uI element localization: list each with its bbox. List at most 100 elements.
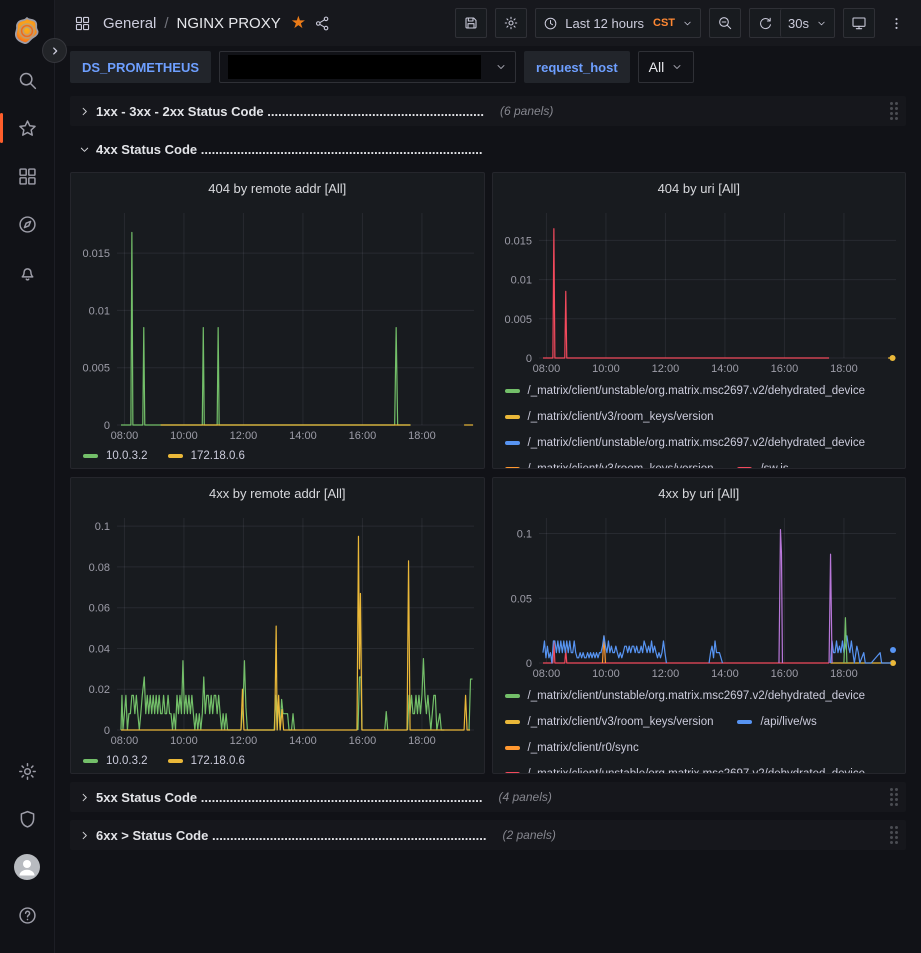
svg-text:08:00: 08:00 xyxy=(111,735,139,747)
chart-legend: 10.0.3.2 172.18.0.6 xyxy=(71,748,484,773)
legend-swatch-icon xyxy=(504,746,520,750)
dashboard-title[interactable]: NGINX PROXY xyxy=(176,14,281,32)
svg-text:16:00: 16:00 xyxy=(349,735,377,747)
legend-item[interactable]: /_matrix/client/unstable/org.matrix.msc2… xyxy=(504,385,866,397)
chart-legend: 10.0.3.2 172.18.0.6 xyxy=(71,443,484,468)
legend-row: /_matrix/client/unstable/org.matrix.msc2… xyxy=(504,430,894,456)
refresh-interval-value: 30s xyxy=(788,15,809,31)
timeseries-chart[interactable]: 0 0.05 0.1 08:00 10:00 12:00 14:00 16:00 18:00 xyxy=(493,508,906,681)
legend-item[interactable]: 172.18.0.6 xyxy=(167,450,245,462)
datasource-variable-label[interactable]: DS_PROMETHEUS xyxy=(70,51,212,83)
chart-legend: /_matrix/client/unstable/org.matrix.msc2… xyxy=(493,376,906,468)
alerting-bell-icon[interactable] xyxy=(7,252,47,292)
legend-row: /_matrix/client/v3/room_keys/version/api… xyxy=(504,709,894,735)
svg-text:0: 0 xyxy=(525,353,531,365)
panel-title[interactable]: 4xx by remote addr [All] xyxy=(208,485,346,501)
legend-label: 10.0.3.2 xyxy=(106,754,148,767)
chevron-down-icon xyxy=(76,144,92,155)
legend-swatch-icon xyxy=(167,758,183,763)
row-1xx-3xx-2xx[interactable]: 1xx - 3xx - 2xx Status Code ............… xyxy=(70,96,906,126)
panels-row-1: 404 by remote addr [All] 0 0.005 0.01 0.015… xyxy=(70,172,906,469)
panel-title[interactable]: 404 by uri [All] xyxy=(657,180,740,196)
legend-label: /api/live/ws xyxy=(760,716,817,728)
legend-item[interactable]: /_matrix/client/unstable/org.matrix.msc2… xyxy=(504,437,866,449)
dashboards-icon[interactable] xyxy=(7,156,47,196)
legend-swatch-icon xyxy=(737,467,753,468)
svg-text:18:00: 18:00 xyxy=(830,363,858,375)
datasource-variable-select[interactable] xyxy=(219,51,517,83)
sidebar-expand-button[interactable] xyxy=(42,38,67,63)
svg-text:16:00: 16:00 xyxy=(349,430,377,442)
svg-text:14:00: 14:00 xyxy=(711,668,739,680)
legend-label: /_matrix/client/r0/sync xyxy=(527,742,639,754)
svg-text:14:00: 14:00 xyxy=(289,735,317,747)
time-range-picker[interactable]: Last 12 hours CST xyxy=(535,8,702,38)
search-icon[interactable] xyxy=(7,60,47,100)
legend-swatch-icon xyxy=(504,694,520,698)
legend-label: /_matrix/client/unstable/org.matrix.msc2… xyxy=(527,385,866,397)
legend-item[interactable]: /_matrix/client/v3/room_keys/version xyxy=(504,463,713,468)
legend-item[interactable]: 10.0.3.2 xyxy=(83,755,148,767)
help-icon[interactable] xyxy=(7,895,47,935)
row-6xx[interactable]: 6xx > Status Code ......................… xyxy=(70,820,906,850)
legend-item[interactable]: /_matrix/client/r0/sync xyxy=(504,742,639,754)
refresh-interval-dropdown[interactable]: 30s xyxy=(780,9,834,37)
legend-label: /_matrix/client/unstable/org.matrix.msc2… xyxy=(527,437,866,449)
svg-text:0.01: 0.01 xyxy=(89,305,110,317)
save-dashboard-button[interactable] xyxy=(455,8,488,38)
legend-row: /_matrix/client/unstable/org.matrix.msc2… xyxy=(504,378,894,404)
grafana-logo[interactable] xyxy=(10,14,44,48)
apps-grid-icon[interactable] xyxy=(69,8,95,38)
legend-item[interactable]: /_matrix/client/unstable/org.matrix.msc2… xyxy=(504,768,865,773)
legend-item[interactable]: /_matrix/client/unstable/org.matrix.msc2… xyxy=(504,690,865,702)
legend-swatch-icon xyxy=(504,720,520,724)
legend-item[interactable]: 172.18.0.6 xyxy=(167,755,245,767)
zoom-out-button[interactable] xyxy=(709,8,742,38)
share-icon[interactable] xyxy=(314,15,331,32)
breadcrumb-folder[interactable]: General xyxy=(103,14,157,32)
legend-swatch-icon xyxy=(504,415,520,419)
row-panel-count: (2 panels) xyxy=(502,828,556,842)
dashboard-settings-button[interactable] xyxy=(495,8,528,38)
row-4xx[interactable]: 4xx Status Code ........................… xyxy=(70,134,906,164)
svg-text:0.08: 0.08 xyxy=(89,562,110,574)
panel-title[interactable]: 4xx by uri [All] xyxy=(658,485,740,501)
row-drag-handle[interactable] xyxy=(888,786,900,808)
legend-swatch-icon xyxy=(504,441,520,445)
navbar-actions: Last 12 hours CST 30s xyxy=(455,8,909,38)
legend-item[interactable]: /api/live/ws xyxy=(737,716,817,728)
legend-item[interactable]: /_matrix/client/v3/room_keys/version xyxy=(504,411,713,423)
legend-item[interactable]: /sw.js xyxy=(737,463,789,468)
svg-text:0: 0 xyxy=(104,420,110,432)
row-drag-handle[interactable] xyxy=(888,100,900,122)
variables-bar: DS_PROMETHEUS request_host All xyxy=(55,46,921,88)
row-title: 4xx Status Code ........................… xyxy=(96,141,483,157)
explore-compass-icon[interactable] xyxy=(7,204,47,244)
svg-text:0: 0 xyxy=(525,658,531,670)
timeseries-chart[interactable]: 0 0.02 0.04 0.06 0.08 0.1 08:00 10:00 12:00 14:00… xyxy=(71,508,484,748)
configuration-gear-icon[interactable] xyxy=(7,751,47,791)
panel-4xx-by-remote-addr: 4xx by remote addr [All] 0 0.02 0.04 0.06 0.… xyxy=(70,477,485,774)
row-drag-handle[interactable] xyxy=(888,824,900,846)
request-host-variable-select[interactable]: All xyxy=(637,51,695,83)
server-admin-shield-icon[interactable] xyxy=(7,799,47,839)
user-avatar[interactable] xyxy=(7,847,47,887)
svg-text:16:00: 16:00 xyxy=(770,668,798,680)
tv-cycle-view-button[interactable] xyxy=(843,8,875,38)
legend-item[interactable]: 10.0.3.2 xyxy=(83,450,148,462)
row-5xx[interactable]: 5xx Status Code ........................… xyxy=(70,782,906,812)
svg-text:0: 0 xyxy=(104,725,110,737)
svg-text:0.1: 0.1 xyxy=(516,529,531,541)
panel-title[interactable]: 404 by remote addr [All] xyxy=(208,180,347,196)
kebab-menu-icon[interactable] xyxy=(883,8,909,38)
svg-text:10:00: 10:00 xyxy=(170,735,198,747)
request-host-variable-label[interactable]: request_host xyxy=(524,51,630,83)
starred-icon[interactable] xyxy=(0,108,47,148)
timeseries-chart[interactable]: 0 0.005 0.01 0.015 08:00 10:00 12:00 14:00 16:00… xyxy=(493,203,906,376)
favorite-star-icon[interactable]: ★ xyxy=(290,13,306,32)
legend-label: /_matrix/client/v3/room_keys/version xyxy=(527,716,714,728)
refresh-button[interactable] xyxy=(750,9,781,37)
timeseries-chart[interactable]: 0 0.005 0.01 0.015 08:00 10:00 12:00 14:00 16:00… xyxy=(71,203,484,443)
chevron-right-icon xyxy=(76,792,92,803)
legend-item[interactable]: /_matrix/client/v3/room_keys/version xyxy=(504,716,714,728)
